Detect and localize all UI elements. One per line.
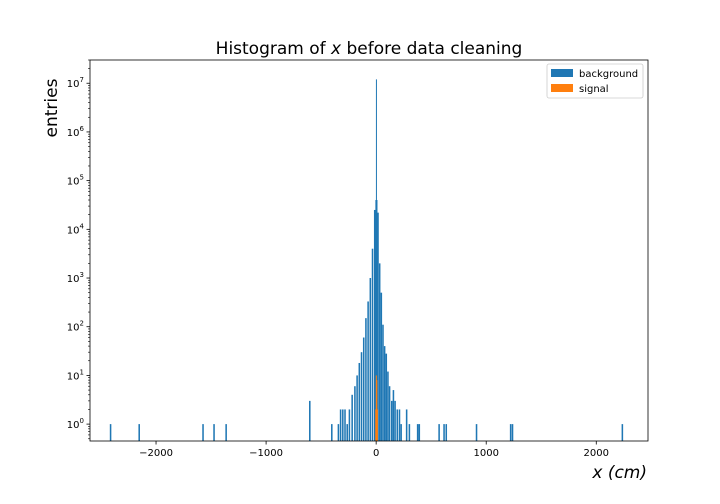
background-bar-5: [309, 400, 311, 441]
background-bar-1: [138, 424, 140, 441]
background-bar-21: [369, 278, 372, 441]
chart-title: Histogram of x before data cleaning: [216, 39, 523, 59]
background-bar-7: [337, 424, 340, 441]
y-tick-label-5: 105: [67, 174, 84, 188]
legend: background signal: [546, 63, 644, 99]
background-bar-44: [418, 424, 421, 441]
background-bar-36: [392, 390, 395, 441]
background-bar-23: [373, 209, 376, 441]
background-bar-34: [388, 386, 391, 441]
background-bar-43: [416, 424, 419, 441]
background-series: [109, 79, 624, 441]
background-bar-4: [225, 424, 227, 441]
signal-legend-swatch: [551, 84, 573, 92]
background-bar-2: [202, 424, 204, 441]
background-legend-swatch: [551, 69, 573, 77]
background-bar-40: [400, 424, 402, 441]
background-bar-12: [348, 409, 351, 441]
background-bar-14: [354, 386, 356, 441]
y-tick-label-4: 104: [67, 222, 85, 236]
background-bar-30: [382, 324, 384, 441]
background-bar-42: [408, 424, 411, 441]
background-legend-label: background: [579, 69, 638, 80]
background-bar-15: [356, 375, 358, 441]
background-bar-28: [378, 263, 381, 441]
y-tick-label-2: 102: [67, 320, 84, 334]
background-bar-48: [475, 424, 478, 441]
y-axis: 100 101 102 103 104 105 106 107: [67, 59, 90, 440]
background-bar-19: [365, 318, 367, 441]
background-bar-38: [396, 409, 399, 441]
y-tick-label-3: 103: [67, 271, 84, 285]
x-axis-label: x (cm): [591, 463, 647, 483]
background-bar-17: [360, 352, 363, 441]
background-bar-46: [443, 424, 445, 441]
background-bar-45: [438, 424, 440, 441]
signal-bar-1: [375, 375, 377, 441]
x-tick-label-2: 0: [373, 448, 379, 459]
y-tick-label-6: 106: [67, 125, 85, 139]
background-bar-13: [351, 394, 353, 441]
signal-legend-label: signal: [579, 84, 609, 95]
y-tick-label-0: 100: [67, 417, 84, 431]
background-bar-39: [398, 409, 401, 441]
y-tick-label-1: 101: [67, 368, 84, 382]
y-tick-label-7: 107: [67, 76, 84, 90]
background-bar-6: [331, 424, 333, 441]
y-axis-label: entries: [42, 78, 62, 137]
background-bar-51: [621, 424, 624, 441]
x-tick-label-0: −2000: [139, 448, 173, 459]
background-bar-33: [387, 371, 389, 441]
x-axis: −2000 −1000 0 1000 2000: [139, 441, 609, 459]
signal-series: [375, 375, 378, 441]
background-bar-20: [367, 301, 369, 441]
x-tick-label-1: −1000: [249, 448, 283, 459]
background-bar-24: [375, 200, 377, 441]
background-bar-35: [391, 400, 393, 441]
background-bar-27: [377, 212, 379, 441]
background-bar-3: [213, 424, 215, 441]
background-bar-25: [375, 79, 377, 441]
background-bar-9: [342, 409, 344, 441]
background-bar-29: [380, 292, 383, 441]
signal-bar-2: [376, 380, 378, 441]
background-bar-31: [383, 346, 386, 441]
background-bar-8: [339, 409, 342, 441]
x-tick-label-3: 1000: [473, 448, 498, 459]
background-bar-37: [394, 400, 396, 441]
background-bar-0: [109, 424, 112, 441]
background-bar-49: [509, 424, 512, 441]
signal-bar-0: [375, 409, 377, 441]
background-bar-32: [385, 353, 388, 441]
background-bar-16: [358, 362, 361, 441]
background-bar-11: [346, 424, 348, 441]
background-bar-10: [344, 409, 346, 441]
background-bar-41: [405, 409, 408, 441]
signal-bar-3: [376, 409, 378, 441]
background-bar-22: [371, 248, 374, 441]
background-bar-47: [445, 424, 448, 441]
background-bar-26: [376, 200, 378, 441]
background-bar-50: [511, 424, 514, 441]
background-bar-18: [362, 337, 365, 441]
x-tick-label-4: 2000: [584, 448, 609, 459]
plot-frame: [89, 59, 649, 442]
